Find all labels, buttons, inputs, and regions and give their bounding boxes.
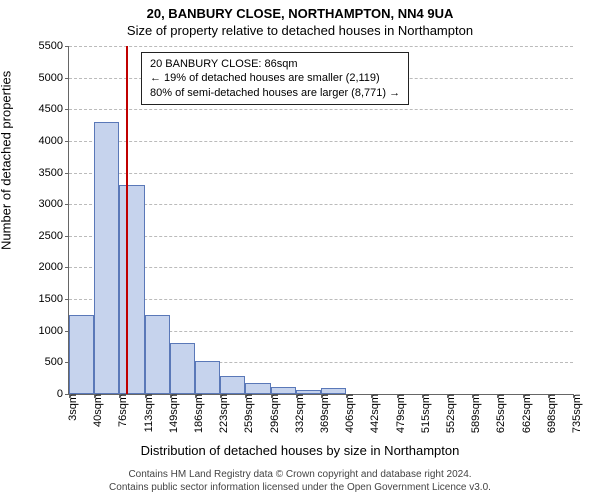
xtick-label: 40sqm [90,394,104,427]
plot-area: 0500100015002000250030003500400045005000… [68,46,573,395]
histogram-bar [69,315,94,394]
ytick-label: 500 [23,356,69,368]
annotation-line: 80% of semi-detached houses are larger (… [150,86,400,100]
xtick-label: 442sqm [367,394,381,433]
ytick-label: 2500 [23,230,69,242]
histogram-bar [145,315,170,394]
xtick-label: 406sqm [342,394,356,433]
xtick-label: 3sqm [65,394,79,421]
footer: Contains HM Land Registry data © Crown c… [0,469,600,494]
ytick-label: 3000 [23,198,69,210]
xtick-label: 479sqm [393,394,407,433]
chart-container: { "title_main": "20, BANBURY CLOSE, NORT… [0,0,600,500]
histogram-bar [245,383,270,394]
gridline [69,173,573,174]
xtick-label: 332sqm [292,394,306,433]
xtick-label: 735sqm [569,394,583,433]
ytick-label: 4000 [23,135,69,147]
annotation-line: ← 19% of detached houses are smaller (2,… [150,71,400,85]
histogram-bar [94,122,119,394]
xtick-label: 76sqm [115,394,129,427]
histogram-bar [220,376,245,394]
ytick-label: 3500 [23,167,69,179]
xtick-label: 662sqm [519,394,533,433]
histogram-bar [195,361,220,394]
gridline [69,267,573,268]
reference-line [126,46,128,394]
ytick-label: 5500 [23,40,69,52]
xtick-label: 149sqm [166,394,180,433]
xtick-label: 186sqm [191,394,205,433]
footer-line: Contains public sector information licen… [0,482,600,495]
xtick-label: 552sqm [443,394,457,433]
xtick-label: 223sqm [216,394,230,433]
xtick-label: 625sqm [493,394,507,433]
gridline [69,141,573,142]
ytick-label: 2000 [23,261,69,273]
annotation-box: 20 BANBURY CLOSE: 86sqm ← 19% of detache… [141,52,409,105]
xtick-label: 589sqm [468,394,482,433]
gridline [69,109,573,110]
x-axis-label: Distribution of detached houses by size … [0,443,600,458]
ytick-label: 4500 [23,103,69,115]
xtick-label: 698sqm [544,394,558,433]
y-axis-label: Number of detached properties [0,71,14,250]
gridline [69,204,573,205]
chart-subtitle: Size of property relative to detached ho… [0,21,600,42]
footer-line: Contains HM Land Registry data © Crown c… [0,469,600,482]
histogram-bar [119,185,144,394]
ytick-label: 1500 [23,293,69,305]
xtick-label: 515sqm [418,394,432,433]
histogram-bar [170,343,195,394]
histogram-bar [271,387,296,394]
gridline [69,46,573,47]
ytick-label: 1000 [23,325,69,337]
ytick-label: 0 [23,388,69,400]
ytick-label: 5000 [23,72,69,84]
annotation-line: 20 BANBURY CLOSE: 86sqm [150,57,400,71]
xtick-label: 296sqm [267,394,281,433]
xtick-label: 113sqm [141,394,155,432]
gridline [69,299,573,300]
gridline [69,236,573,237]
xtick-label: 369sqm [317,394,331,433]
chart-title: 20, BANBURY CLOSE, NORTHAMPTON, NN4 9UA [0,0,600,21]
xtick-label: 259sqm [241,394,255,433]
